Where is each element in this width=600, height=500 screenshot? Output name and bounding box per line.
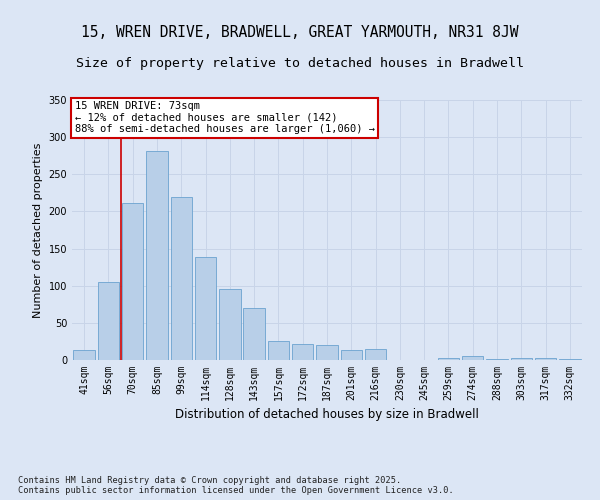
Bar <box>73 350 95 360</box>
Bar <box>316 345 338 360</box>
Bar <box>462 356 484 360</box>
Bar <box>122 202 143 360</box>
Bar <box>438 358 459 360</box>
Bar <box>535 358 556 360</box>
Text: 15 WREN DRIVE: 73sqm
← 12% of detached houses are smaller (142)
88% of semi-deta: 15 WREN DRIVE: 73sqm ← 12% of detached h… <box>74 102 374 134</box>
Bar <box>487 358 508 360</box>
Text: 15, WREN DRIVE, BRADWELL, GREAT YARMOUTH, NR31 8JW: 15, WREN DRIVE, BRADWELL, GREAT YARMOUTH… <box>81 25 519 40</box>
X-axis label: Distribution of detached houses by size in Bradwell: Distribution of detached houses by size … <box>175 408 479 422</box>
Bar <box>146 152 167 360</box>
Bar <box>268 342 289 360</box>
Bar <box>341 350 362 360</box>
Text: Contains HM Land Registry data © Crown copyright and database right 2025.
Contai: Contains HM Land Registry data © Crown c… <box>18 476 454 495</box>
Bar <box>219 288 241 360</box>
Bar <box>244 308 265 360</box>
Bar <box>292 344 313 360</box>
Bar <box>559 358 581 360</box>
Bar <box>195 256 216 360</box>
Bar <box>511 358 532 360</box>
Y-axis label: Number of detached properties: Number of detached properties <box>33 142 43 318</box>
Bar <box>98 282 119 360</box>
Text: Size of property relative to detached houses in Bradwell: Size of property relative to detached ho… <box>76 58 524 70</box>
Bar <box>365 349 386 360</box>
Bar <box>170 196 192 360</box>
